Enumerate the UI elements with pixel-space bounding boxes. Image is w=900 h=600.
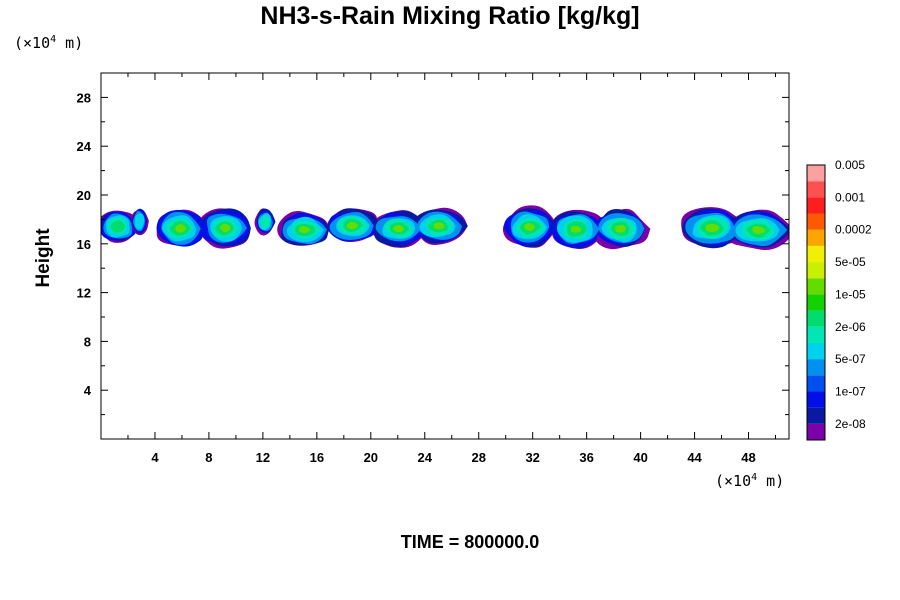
colorbar-label: 1e-07 — [835, 384, 866, 398]
cloud-field — [101, 205, 789, 250]
colorbar-label: 5e-07 — [835, 352, 866, 366]
cloud-band — [681, 207, 789, 250]
colorbar-swatch — [807, 407, 825, 424]
contour-region — [392, 224, 405, 233]
cloud-band — [156, 208, 251, 249]
colorbar-label: 1e-05 — [835, 287, 866, 301]
colorbar-label: 0.005 — [835, 158, 865, 172]
x-tick-label: 12 — [256, 450, 270, 465]
y-tick-label: 4 — [84, 383, 92, 398]
colorbar-swatch — [807, 262, 825, 279]
cloud-band — [254, 208, 276, 236]
cloud-band — [131, 208, 149, 236]
contour-region — [433, 222, 445, 230]
colorbar-frame — [806, 164, 826, 441]
colorbar-label: 0.0002 — [835, 223, 872, 237]
colorbar-label: 2e-06 — [835, 320, 866, 334]
colorbar-swatch — [807, 245, 825, 263]
colorbar-label: 2e-08 — [835, 417, 866, 431]
contour-region — [220, 223, 231, 233]
plot-frame — [100, 72, 790, 440]
time-label: TIME = 800000.0 — [400, 532, 540, 552]
colorbar-swatch — [807, 165, 825, 182]
x-tick-label: 4 — [151, 450, 159, 465]
contour-region — [523, 223, 536, 231]
x-tick-label: 16 — [310, 450, 324, 465]
chart-title: NH3-s-Rain Mixing Ratio [kg/kg] — [260, 2, 640, 30]
y-tick-label: 28 — [77, 90, 91, 105]
contour-region — [298, 225, 311, 234]
y-tick-label: 16 — [77, 237, 91, 252]
x-tick-label: 28 — [471, 450, 485, 465]
contour-region — [110, 220, 126, 233]
y-tick-label: 12 — [77, 286, 91, 301]
colorbar-swatch — [807, 310, 825, 327]
x-tick-label: 44 — [687, 450, 702, 465]
colorbar-swatch — [807, 229, 825, 246]
colorbar-swatch — [807, 213, 825, 230]
colorbar-swatch — [807, 197, 825, 214]
colorbar-swatch — [807, 181, 825, 198]
cloud-band — [277, 207, 468, 248]
y-tick-label: 24 — [77, 139, 92, 154]
y-tick-label: 20 — [77, 188, 91, 203]
colorbar-swatch — [807, 391, 825, 408]
cloud-band — [101, 210, 139, 243]
colorbar-swatch — [807, 294, 825, 311]
contour-region — [705, 223, 720, 233]
cloud-band — [502, 205, 651, 250]
x-tick-label: 24 — [418, 450, 433, 465]
contour-region — [134, 213, 145, 230]
x-tick-label: 20 — [364, 450, 378, 465]
x-axis-unit: (×104 m) — [715, 472, 785, 490]
colorbar-swatch — [807, 375, 825, 392]
x-tick-label: 40 — [633, 450, 647, 465]
colorbar: 2e-08 1e-07 5e-07 2e-06 1e-05 5e-05 0.0002 0.00… — [806, 158, 872, 441]
colorbar-swatch — [807, 342, 825, 360]
y-axis-unit: (×104 m) — [14, 34, 84, 52]
colorbar-swatch — [807, 326, 825, 343]
colorbar-swatch — [807, 278, 825, 295]
x-tick-label: 32 — [525, 450, 539, 465]
contour-region — [614, 225, 626, 233]
contour-region — [346, 221, 358, 230]
contour-region — [174, 224, 187, 233]
colorbar-label: 0.001 — [835, 190, 865, 204]
colorbar-label: 5e-05 — [835, 255, 866, 269]
colorbar-swatch — [807, 359, 825, 376]
contour-region — [570, 225, 581, 233]
y-tick-label: 8 — [84, 334, 91, 349]
contour-region — [260, 215, 271, 229]
x-tick-label: 48 — [741, 450, 755, 465]
x-tick-label: 8 — [205, 450, 212, 465]
colorbar-swatch — [807, 423, 825, 440]
contour-region — [752, 226, 766, 235]
x-tick-label: 36 — [579, 450, 593, 465]
